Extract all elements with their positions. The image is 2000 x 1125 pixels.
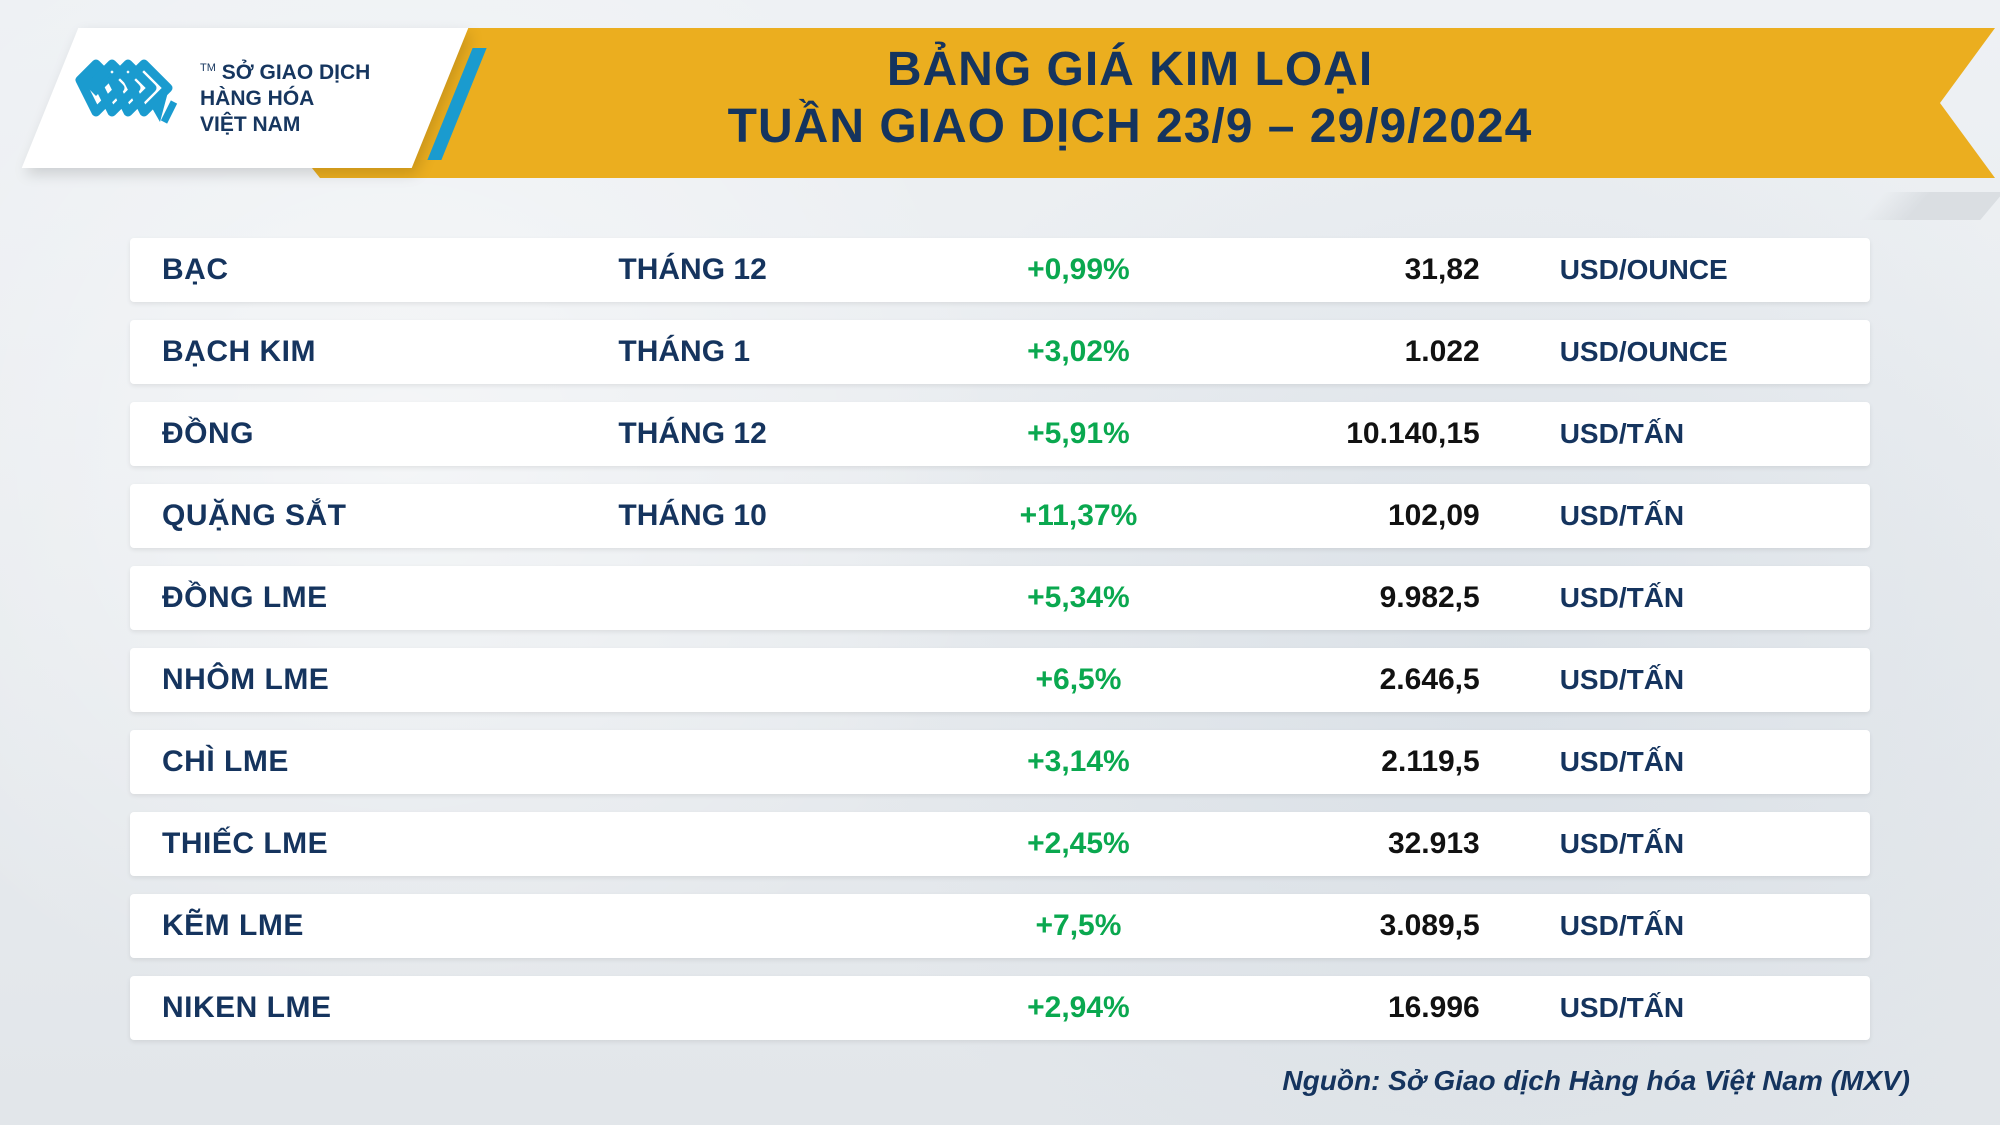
table-row: KẼM LME +7,5%3.089,5USD/TẤN bbox=[130, 894, 1870, 958]
table-row: THIẾC LME +2,45%32.913USD/TẤN bbox=[130, 812, 1870, 876]
commodity-name: NIKEN LME bbox=[130, 991, 586, 1025]
price-unit: USD/TẤN bbox=[1528, 746, 1870, 778]
source-attribution: Nguồn: Sở Giao dịch Hàng hóa Việt Nam (M… bbox=[1282, 1065, 1910, 1097]
header: BẢNG GIÁ KIM LOẠI TUẦN GIAO DỊCH 23/9 – … bbox=[0, 28, 2000, 178]
table-row: ĐỒNGTHÁNG 12+5,91%10.140,15USD/TẤN bbox=[130, 402, 1870, 466]
price-unit: USD/TẤN bbox=[1528, 910, 1870, 942]
price-value: 9.982,5 bbox=[1228, 581, 1528, 615]
price-unit: USD/TẤN bbox=[1528, 828, 1870, 860]
price-value: 3.089,5 bbox=[1228, 909, 1528, 943]
commodity-name: KẼM LME bbox=[130, 909, 586, 943]
price-unit: USD/OUNCE bbox=[1528, 254, 1870, 286]
contract-month: THÁNG 12 bbox=[586, 417, 928, 451]
title-line-1: BẢNG GIÁ KIM LOẠI bbox=[320, 42, 1940, 97]
logo-line-1: SỞ GIAO DỊCH bbox=[222, 61, 371, 84]
price-value: 2.119,5 bbox=[1228, 745, 1528, 779]
price-unit: USD/TẤN bbox=[1528, 582, 1870, 614]
logo: TM SỞ GIAO DỊCH HÀNG HÓA VIỆT NAM bbox=[72, 54, 370, 144]
price-unit: USD/TẤN bbox=[1528, 992, 1870, 1024]
price-value: 2.646,5 bbox=[1228, 663, 1528, 697]
title-line-2: TUẦN GIAO DỊCH 23/9 – 29/9/2024 bbox=[320, 99, 1940, 154]
price-value: 10.140,15 bbox=[1228, 417, 1528, 451]
table-row: NIKEN LME +2,94%16.996USD/TẤN bbox=[130, 976, 1870, 1040]
percent-change: +6,5% bbox=[929, 663, 1229, 697]
percent-change: +2,94% bbox=[929, 991, 1229, 1025]
price-table: BẠCTHÁNG 12+0,99%31,82USD/OUNCEBẠCH KIMT… bbox=[130, 238, 1870, 1058]
percent-change: +7,5% bbox=[929, 909, 1229, 943]
logo-line-3: VIỆT NAM bbox=[200, 113, 300, 136]
price-unit: USD/TẤN bbox=[1528, 664, 1870, 696]
price-value: 1.022 bbox=[1228, 335, 1528, 369]
logo-text: TM SỞ GIAO DỊCH HÀNG HÓA VIỆT NAM bbox=[200, 60, 370, 139]
price-unit: USD/OUNCE bbox=[1528, 336, 1870, 368]
price-unit: USD/TẤN bbox=[1528, 500, 1870, 532]
commodity-name: ĐỒNG LME bbox=[130, 581, 586, 615]
commodity-name: THIẾC LME bbox=[130, 827, 586, 861]
commodity-name: NHÔM LME bbox=[130, 663, 586, 697]
table-row: NHÔM LME +6,5%2.646,5USD/TẤN bbox=[130, 648, 1870, 712]
mxv-logo-icon bbox=[72, 54, 182, 144]
table-row: ĐỒNG LME +5,34%9.982,5USD/TẤN bbox=[130, 566, 1870, 630]
commodity-name: CHÌ LME bbox=[130, 745, 586, 779]
table-row: BẠCTHÁNG 12+0,99%31,82USD/OUNCE bbox=[130, 238, 1870, 302]
title-block: BẢNG GIÁ KIM LOẠI TUẦN GIAO DỊCH 23/9 – … bbox=[320, 42, 1940, 154]
price-value: 102,09 bbox=[1228, 499, 1528, 533]
percent-change: +0,99% bbox=[929, 253, 1229, 287]
price-value: 16.996 bbox=[1228, 991, 1528, 1025]
price-value: 32.913 bbox=[1228, 827, 1528, 861]
table-row: CHÌ LME +3,14%2.119,5USD/TẤN bbox=[130, 730, 1870, 794]
percent-change: +3,02% bbox=[929, 335, 1229, 369]
percent-change: +5,34% bbox=[929, 581, 1229, 615]
contract-month: THÁNG 1 bbox=[586, 335, 928, 369]
contract-month: THÁNG 12 bbox=[586, 253, 928, 287]
logo-tm: TM bbox=[200, 62, 216, 74]
contract-month: THÁNG 10 bbox=[586, 499, 928, 533]
header-ribbon-shadow bbox=[1860, 192, 2000, 220]
table-row: QUẶNG SẮTTHÁNG 10+11,37%102,09USD/TẤN bbox=[130, 484, 1870, 548]
percent-change: +5,91% bbox=[929, 417, 1229, 451]
commodity-name: ĐỒNG bbox=[130, 417, 586, 451]
table-row: BẠCH KIMTHÁNG 1+3,02%1.022USD/OUNCE bbox=[130, 320, 1870, 384]
percent-change: +3,14% bbox=[929, 745, 1229, 779]
commodity-name: BẠC bbox=[130, 253, 586, 287]
header-gold-ribbon: BẢNG GIÁ KIM LOẠI TUẦN GIAO DỊCH 23/9 – … bbox=[320, 28, 1940, 178]
percent-change: +2,45% bbox=[929, 827, 1229, 861]
commodity-name: QUẶNG SẮT bbox=[130, 499, 586, 533]
price-unit: USD/TẤN bbox=[1528, 418, 1870, 450]
logo-line-2: HÀNG HÓA bbox=[200, 87, 314, 110]
commodity-name: BẠCH KIM bbox=[130, 335, 586, 369]
price-value: 31,82 bbox=[1228, 253, 1528, 287]
percent-change: +11,37% bbox=[929, 499, 1229, 533]
